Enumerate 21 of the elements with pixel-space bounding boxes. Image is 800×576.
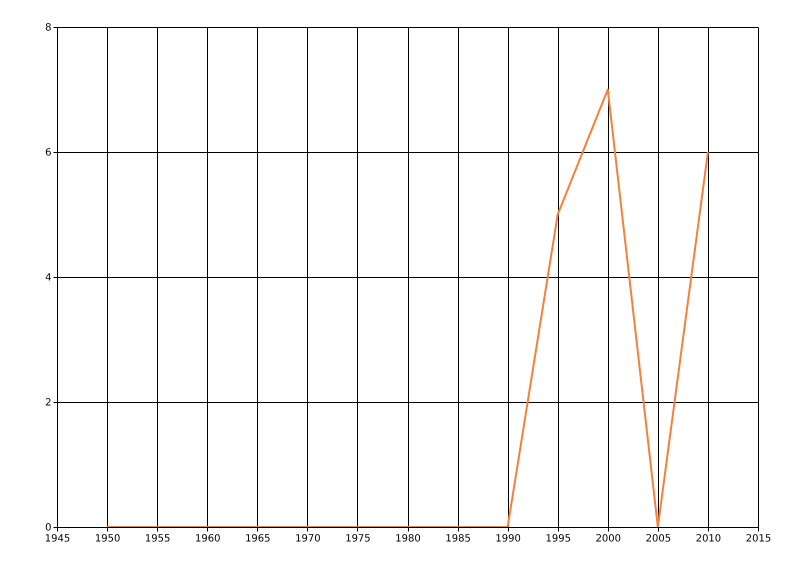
- x-tick-label: 2005: [646, 534, 672, 544]
- x-tick-label: 1990: [495, 534, 521, 544]
- y-tick-label: 6: [45, 148, 52, 158]
- y-tick-label: 4: [45, 272, 52, 284]
- x-tick-label: 1970: [295, 534, 321, 544]
- x-tick-label: 1975: [345, 534, 371, 544]
- y-tick-label: 8: [45, 22, 52, 34]
- x-tick-label: 2010: [696, 534, 722, 544]
- x-tick-label: 1945: [44, 534, 70, 544]
- x-tick-label: 1995: [545, 534, 571, 544]
- line-series: [106, 88, 709, 527]
- y-tick-label: 2: [45, 398, 52, 408]
- x-tick-label: 2015: [746, 534, 772, 544]
- x-tick-label: 1965: [245, 534, 271, 544]
- x-tick-label: 2000: [596, 534, 622, 544]
- x-tick-label: 1950: [94, 534, 120, 544]
- x-tick-label: 1980: [395, 534, 421, 544]
- x-tick-label: 1955: [144, 534, 170, 544]
- x-tick-label: 1985: [445, 534, 471, 544]
- y-tick-label: 0: [45, 522, 52, 534]
- x-tick-label: 1960: [194, 534, 220, 544]
